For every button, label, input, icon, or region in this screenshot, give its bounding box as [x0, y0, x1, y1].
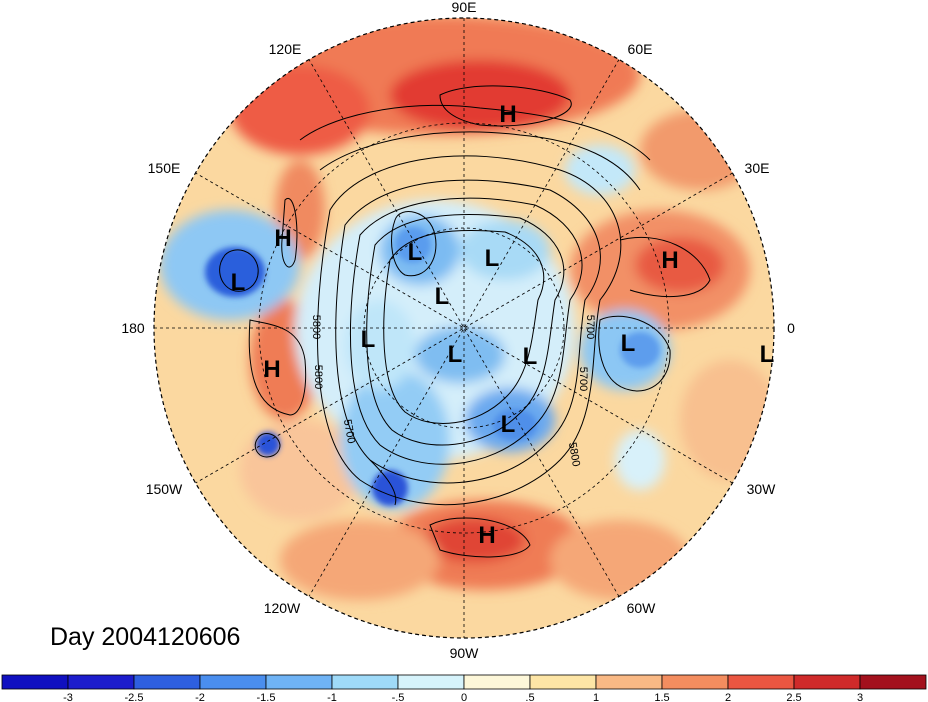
colorbar-tick-label: 0	[461, 692, 467, 702]
colorbar-tick-label: -1	[327, 692, 337, 702]
lon-label-180: 180	[121, 320, 145, 336]
height-contours	[219, 85, 711, 558]
colorbar-tick-label: 1	[593, 692, 599, 702]
colorbar-segment	[265, 674, 333, 690]
low-pressure-label: L	[435, 283, 450, 310]
colorbar-segment	[331, 674, 399, 690]
contour-label: 5800	[310, 315, 322, 339]
contour-label: 5700	[584, 315, 596, 339]
date-caption: Day 2004120606	[50, 623, 240, 651]
colorbar-tick-label: 3	[857, 692, 863, 702]
colorbar-segment	[1, 674, 69, 690]
lon-label-60w: 60W	[627, 600, 657, 616]
high-pressure-label: H	[661, 247, 678, 274]
low-pressure-label: L	[485, 245, 500, 272]
contour-label: 5800	[312, 365, 324, 389]
graticule	[154, 18, 774, 638]
map-boundary	[153, 17, 775, 639]
high-pressure-label: H	[478, 522, 495, 549]
lon-label-120e: 120E	[269, 41, 302, 57]
colorbar-segment	[397, 674, 465, 690]
lon-label-150w: 150W	[146, 481, 183, 497]
high-pressure-label: H	[499, 101, 516, 128]
colorbar-segment	[463, 674, 531, 690]
colorbar-segment	[199, 674, 267, 690]
high-pressure-label: H	[263, 356, 280, 383]
low-pressure-label: L	[361, 326, 376, 353]
colorbar-tick-label: -2	[195, 692, 205, 702]
low-pressure-label: L	[621, 330, 636, 357]
colorbar-tick-label: .5	[525, 692, 534, 702]
contour-label: 5700	[341, 418, 357, 444]
colorbar-segment	[859, 674, 927, 690]
high-pressure-label: H	[274, 225, 291, 252]
lon-label-0: 0	[787, 320, 795, 336]
colorbar-tick-label: 1.5	[654, 692, 669, 702]
colorbar-tick-label: -1.5	[257, 692, 276, 702]
lon-label-150e: 150E	[148, 160, 181, 176]
colorbar-segment	[133, 674, 201, 690]
lon-label-30e: 30E	[745, 160, 770, 176]
low-pressure-label: L	[231, 269, 246, 296]
lon-label-30w: 30W	[747, 481, 777, 497]
colorbar-segment	[595, 674, 663, 690]
low-pressure-label: L	[760, 341, 775, 368]
low-pressure-label: L	[523, 343, 538, 370]
colorbar-tick-label: 2	[725, 692, 731, 702]
colorbar-tick-label: 2.5	[786, 692, 801, 702]
colorbar: -3 -2.5 -2 -1.5 -1 -.5 0 .5 1 1.5 2 2.5 3	[1, 674, 927, 702]
lon-label-90w: 90W	[450, 645, 480, 661]
colorbar-segment	[793, 674, 861, 690]
colorbar-tick-label: -3	[63, 692, 73, 702]
contour-value-labels: 5800 5800 5700 5700 5800 5700	[310, 315, 596, 468]
lon-label-120w: 120W	[264, 600, 301, 616]
colorbar-tick-label: -2.5	[125, 692, 144, 702]
anomaly-field	[154, 18, 774, 638]
colorbar-segment	[661, 674, 729, 690]
colorbar-segment	[529, 674, 597, 690]
colorbar-tick-label: -.5	[392, 692, 405, 702]
contour-label: 5700	[577, 367, 589, 391]
colorbar-segment	[727, 674, 795, 690]
lon-label-60e: 60E	[628, 41, 653, 57]
longitude-labels: 90E 60E 30E 0 30W 60W 90W 120W 150W 180 …	[121, 0, 795, 661]
low-pressure-label: L	[501, 411, 516, 438]
contour-label: 5800	[566, 441, 582, 467]
low-pressure-label: L	[448, 341, 463, 368]
lon-label-90e: 90E	[452, 0, 477, 15]
colorbar-segment	[67, 674, 135, 690]
pressure-system-labels: H H H H H L L L L L L L L L L	[231, 101, 775, 549]
low-pressure-label: L	[408, 239, 423, 266]
